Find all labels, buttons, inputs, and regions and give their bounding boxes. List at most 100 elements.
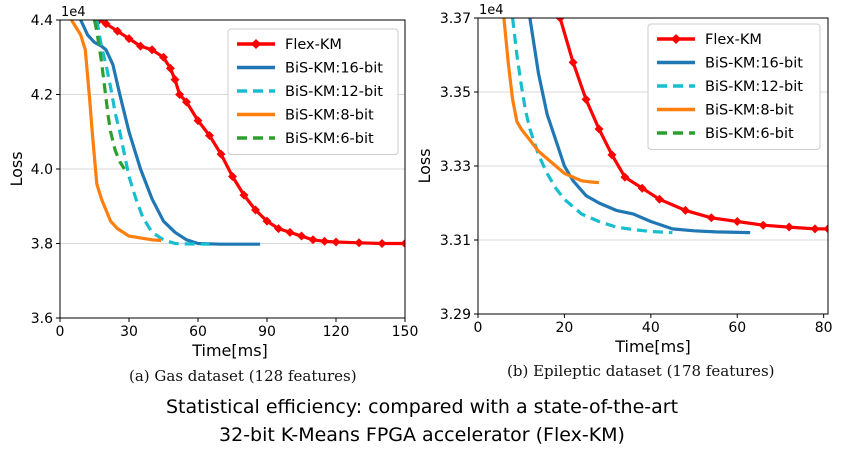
legend-label: BiS-KM:8-bit <box>285 108 374 124</box>
x-tick-label: 0 <box>474 320 483 336</box>
data-point <box>193 116 203 126</box>
series-line <box>528 18 751 235</box>
series-line <box>70 20 162 243</box>
series-line <box>92 20 126 170</box>
data-point <box>377 239 387 248</box>
data-point <box>182 97 191 107</box>
legend-label: Flex-KM <box>705 32 762 48</box>
legend: Flex-KM BiS-KM:16-bit BiS-KM:12-bit BiS-KM:… <box>647 23 821 150</box>
data-point <box>581 94 591 104</box>
y-tick-label: 4.0 <box>31 162 53 178</box>
data-point <box>170 75 180 85</box>
axes-frame <box>477 17 829 315</box>
y-tick-label: 3.33 <box>440 159 471 175</box>
data-point <box>607 150 617 160</box>
data-point <box>262 216 272 226</box>
series-line <box>511 18 673 235</box>
data-point <box>594 124 604 134</box>
x-tick-label: 60 <box>728 320 746 336</box>
data-point <box>239 190 249 200</box>
y-axis-label: Loss <box>415 148 434 183</box>
data-point <box>354 238 364 248</box>
series-line <box>95 20 210 246</box>
y-multiplier: 1e4 <box>61 5 86 20</box>
y-tick-label: 3.35 <box>440 85 471 101</box>
y-tick-label: 3.6 <box>31 311 53 327</box>
data-point <box>124 34 134 44</box>
data-point <box>637 183 647 193</box>
chart-b: 3.29 3.31 3.33 3.35 3.37 0 20 40 60 80 1e4 Time[ms]… <box>415 3 833 356</box>
legend-marker <box>251 39 261 49</box>
data-point <box>165 63 175 73</box>
legend-label: BiS-KM:12-bit <box>285 84 383 100</box>
data-point <box>175 90 185 99</box>
x-tick-label: 150 <box>392 324 419 340</box>
chart-a: 3.6 3.8 4.0 4.2 4.4 0 30 60 90 120 150 1e4 Time[ms] L… <box>7 5 418 360</box>
data-point <box>285 227 295 237</box>
y-multiplier: 1e4 <box>479 3 504 18</box>
data-point <box>228 171 237 181</box>
axes-frame <box>59 19 406 319</box>
x-tick-label: 80 <box>815 320 833 336</box>
subcaption-b: (b) Epileptic dataset (178 features) <box>507 362 775 380</box>
data-point <box>654 194 664 204</box>
data-point <box>568 57 578 67</box>
data-point <box>216 149 226 159</box>
y-tick-label: 3.29 <box>440 307 471 323</box>
plot-area <box>70 20 405 248</box>
data-point <box>620 172 630 182</box>
data-point <box>147 45 157 55</box>
data-point <box>400 239 405 248</box>
data-point <box>680 205 690 215</box>
subcaption-a: (a) Gas dataset (128 features) <box>129 367 357 385</box>
legend-label: Flex-KM <box>285 37 342 53</box>
legend: Flex-KM BiS-KM:16-bit BiS-KM:12-bit BiS-KM:… <box>227 28 399 155</box>
legend-label: BiS-KM:12-bit <box>705 79 803 95</box>
data-point <box>136 41 145 51</box>
data-point <box>205 130 214 140</box>
data-point <box>810 224 820 234</box>
legend-box <box>227 28 399 155</box>
data-point <box>308 235 318 245</box>
data-point <box>113 26 122 36</box>
data-point <box>784 222 794 232</box>
data-point <box>732 217 742 226</box>
legend-label: BiS-KM:6-bit <box>705 126 794 142</box>
legend-label: BiS-KM:6-bit <box>285 131 374 147</box>
data-point <box>251 205 260 215</box>
y-tick-label: 4.2 <box>31 88 53 104</box>
x-tick-label: 30 <box>120 324 138 340</box>
x-tick-label: 120 <box>323 324 350 340</box>
data-point <box>274 224 283 234</box>
y-tick-label: 3.31 <box>440 233 471 249</box>
data-point <box>758 220 768 230</box>
x-tick-label: 90 <box>258 324 276 340</box>
data-point <box>706 213 716 223</box>
y-tick-label: 3.8 <box>31 237 53 253</box>
x-tick-label: 60 <box>189 324 207 340</box>
data-point <box>101 20 111 29</box>
data-point <box>159 52 168 62</box>
x-tick-label: 40 <box>642 320 660 336</box>
y-tick-label: 4.4 <box>31 13 53 29</box>
plot-area <box>502 18 828 235</box>
x-axis-label: Time[ms] <box>614 337 691 356</box>
legend-label: BiS-KM:16-bit <box>285 61 383 77</box>
data-point <box>320 236 329 246</box>
y-tick-label: 3.37 <box>440 11 471 27</box>
data-point <box>555 18 565 23</box>
data-point <box>331 237 341 247</box>
figure-caption-line1: Statistical efficiency: compared with a … <box>165 396 679 418</box>
legend-label: BiS-KM:16-bit <box>705 56 803 72</box>
x-axis-label: Time[ms] <box>191 341 268 360</box>
legend-label: BiS-KM:8-bit <box>705 103 794 119</box>
y-axis-label: Loss <box>7 151 26 186</box>
x-tick-label: 0 <box>56 324 65 340</box>
data-point <box>823 224 828 234</box>
series-line <box>502 18 600 185</box>
x-tick-label: 20 <box>556 320 574 336</box>
data-point <box>297 231 306 241</box>
legend-box <box>647 23 821 150</box>
legend-marker <box>671 34 681 44</box>
